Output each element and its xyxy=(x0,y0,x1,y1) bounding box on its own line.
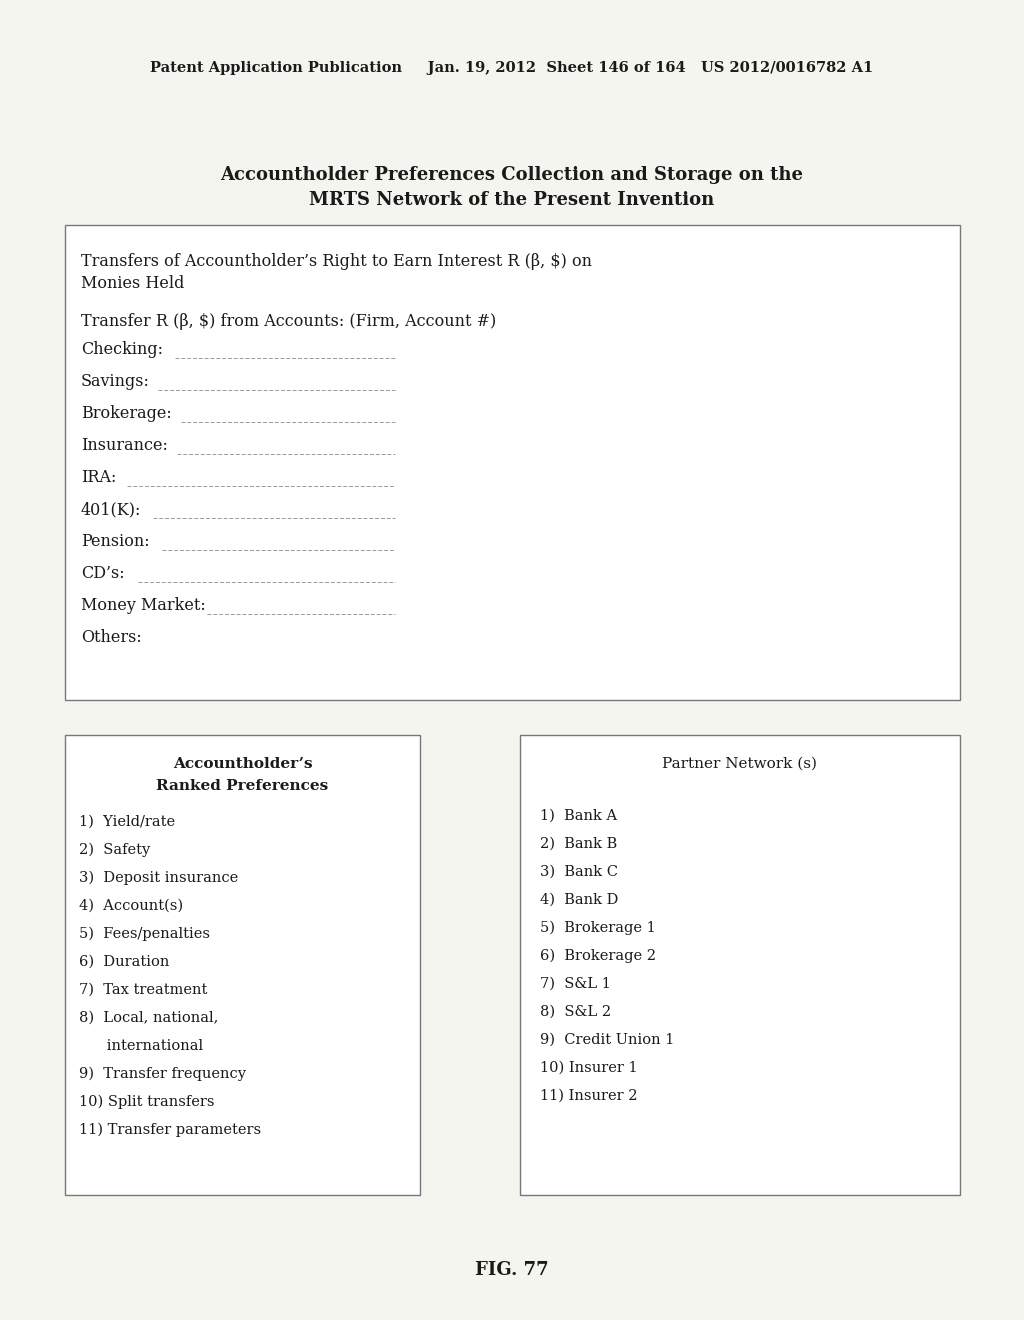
Text: 401(K):: 401(K): xyxy=(81,502,141,517)
Text: Checking:: Checking: xyxy=(81,341,163,358)
Text: 4)  Bank D: 4) Bank D xyxy=(540,894,618,907)
Text: Others:: Others: xyxy=(81,630,141,645)
Text: 8)  S&L 2: 8) S&L 2 xyxy=(540,1005,611,1019)
Text: IRA:: IRA: xyxy=(81,469,117,486)
Bar xyxy=(520,735,961,1195)
Text: 6)  Brokerage 2: 6) Brokerage 2 xyxy=(540,949,656,964)
Text: 5)  Fees/penalties: 5) Fees/penalties xyxy=(79,927,210,941)
Text: Ranked Preferences: Ranked Preferences xyxy=(157,779,329,793)
Text: Insurance:: Insurance: xyxy=(81,437,168,454)
Text: Accountholder Preferences Collection and Storage on the: Accountholder Preferences Collection and… xyxy=(220,166,804,183)
Text: Brokerage:: Brokerage: xyxy=(81,405,172,422)
Text: CD’s:: CD’s: xyxy=(81,565,125,582)
Text: 2)  Bank B: 2) Bank B xyxy=(540,837,617,851)
Text: Transfers of Accountholder’s Right to Earn Interest R (β, $) on: Transfers of Accountholder’s Right to Ea… xyxy=(81,253,592,271)
Text: Partner Network (s): Partner Network (s) xyxy=(663,756,817,771)
Text: 4)  Account(s): 4) Account(s) xyxy=(79,899,183,913)
Bar xyxy=(65,735,420,1195)
Text: 3)  Bank C: 3) Bank C xyxy=(540,865,618,879)
Text: 5)  Brokerage 1: 5) Brokerage 1 xyxy=(540,921,655,936)
Text: 1)  Yield/rate: 1) Yield/rate xyxy=(79,814,175,829)
Text: MRTS Network of the Present Invention: MRTS Network of the Present Invention xyxy=(309,191,715,209)
Text: Money Market:: Money Market: xyxy=(81,597,206,614)
Text: 9)  Credit Union 1: 9) Credit Union 1 xyxy=(540,1034,675,1047)
Text: 11) Transfer parameters: 11) Transfer parameters xyxy=(79,1123,261,1138)
Text: 8)  Local, national,: 8) Local, national, xyxy=(79,1011,218,1026)
Text: FIG. 77: FIG. 77 xyxy=(475,1261,549,1279)
Text: 10) Insurer 1: 10) Insurer 1 xyxy=(540,1061,638,1074)
Text: 10) Split transfers: 10) Split transfers xyxy=(79,1096,214,1109)
Bar xyxy=(65,224,961,700)
Text: Patent Application Publication     Jan. 19, 2012  Sheet 146 of 164   US 2012/001: Patent Application Publication Jan. 19, … xyxy=(151,61,873,75)
Text: 11) Insurer 2: 11) Insurer 2 xyxy=(540,1089,638,1104)
Text: Transfer R (β, $) from Accounts: (Firm, Account #): Transfer R (β, $) from Accounts: (Firm, … xyxy=(81,313,497,330)
Text: Pension:: Pension: xyxy=(81,533,150,550)
Text: 3)  Deposit insurance: 3) Deposit insurance xyxy=(79,871,239,886)
Text: 6)  Duration: 6) Duration xyxy=(79,954,169,969)
Text: 9)  Transfer frequency: 9) Transfer frequency xyxy=(79,1067,246,1081)
Text: 1)  Bank A: 1) Bank A xyxy=(540,809,617,822)
Text: 7)  S&L 1: 7) S&L 1 xyxy=(540,977,611,991)
Text: international: international xyxy=(79,1039,203,1053)
Text: Savings:: Savings: xyxy=(81,374,150,389)
Text: Accountholder’s: Accountholder’s xyxy=(173,756,312,771)
Text: 7)  Tax treatment: 7) Tax treatment xyxy=(79,983,208,997)
Text: Monies Held: Monies Held xyxy=(81,275,184,292)
Text: 2)  Safety: 2) Safety xyxy=(79,843,151,858)
